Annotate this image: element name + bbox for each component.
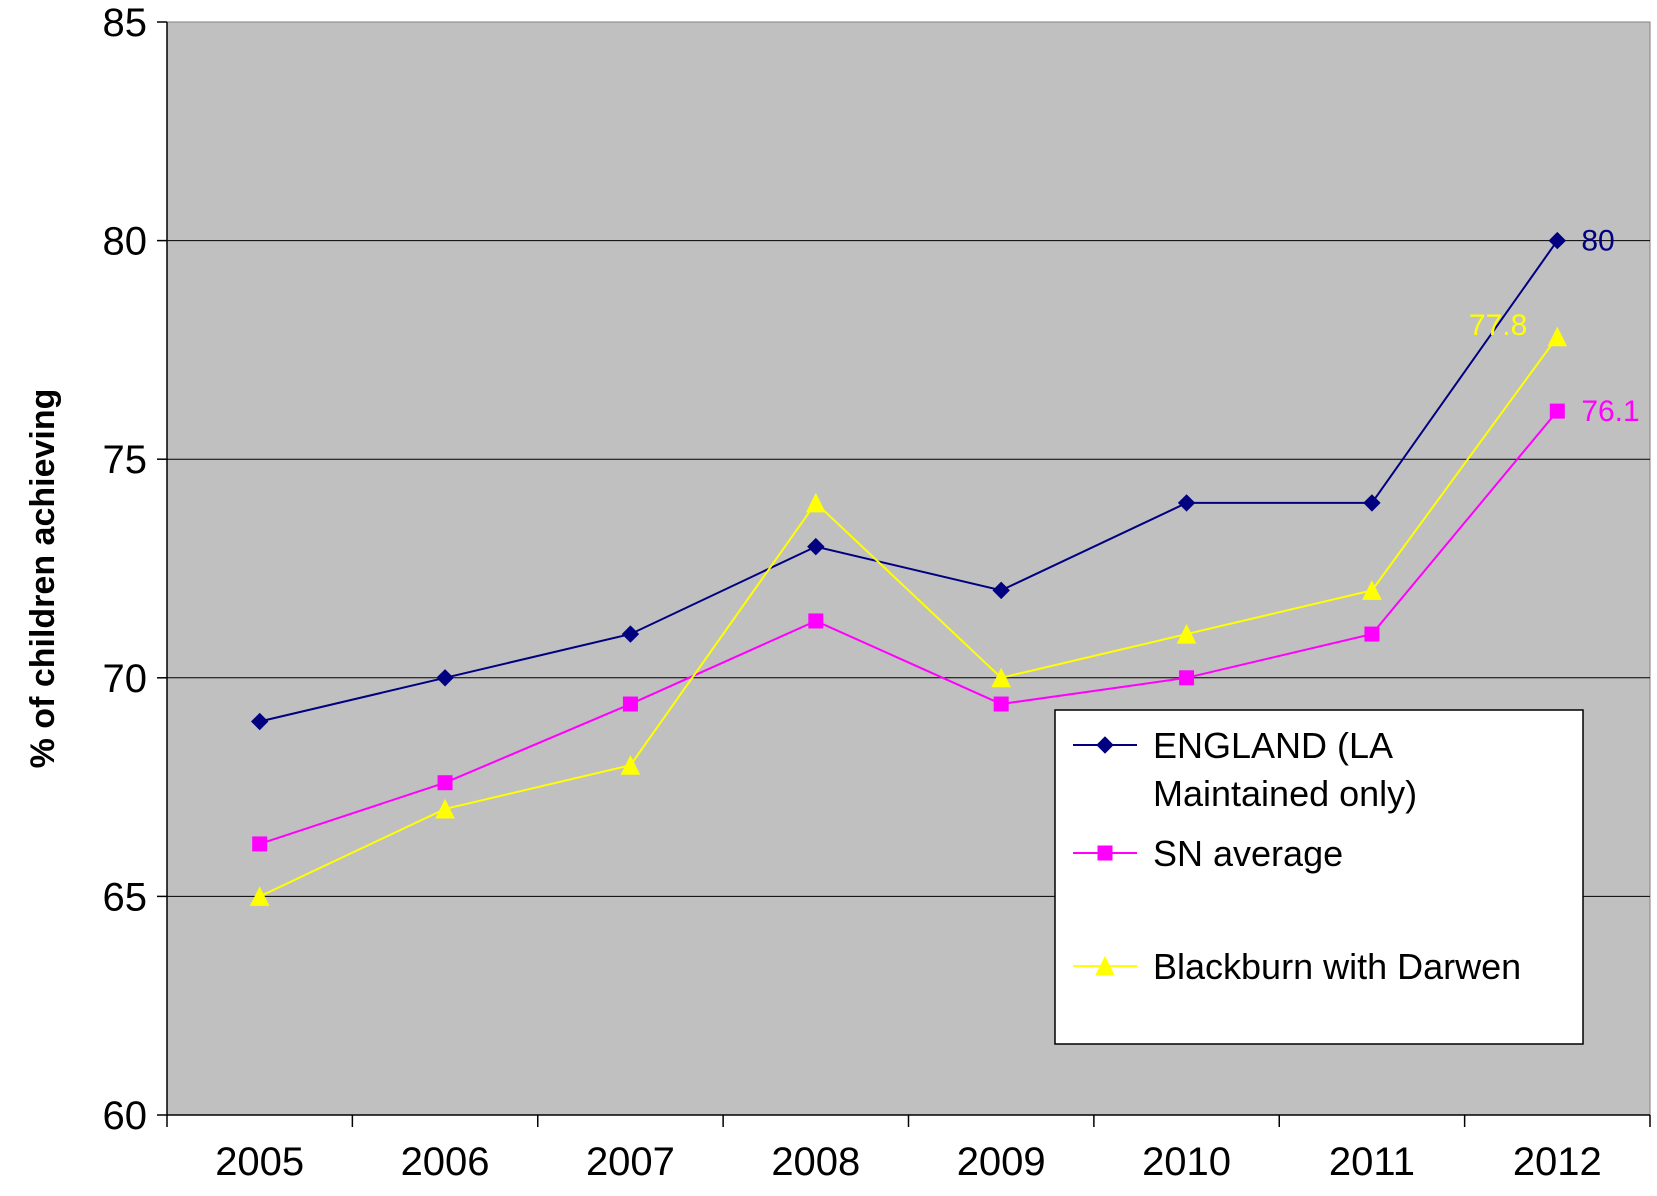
data-point-s2-4 bbox=[991, 667, 1011, 688]
data-label-bwd-2012: 77.8 bbox=[1469, 309, 1527, 342]
legend-label-1: SN average bbox=[1153, 833, 1343, 874]
y-tick-label: 80 bbox=[103, 220, 148, 264]
data-point-s1-2 bbox=[622, 696, 638, 712]
x-tick-label: 2007 bbox=[586, 1140, 675, 1184]
data-point-s1-3 bbox=[808, 613, 824, 629]
data-point-s1-6 bbox=[1364, 626, 1380, 642]
data-point-s0-5 bbox=[1177, 494, 1196, 512]
data-point-s2-5 bbox=[1176, 623, 1197, 644]
x-tick-label: 2006 bbox=[401, 1140, 490, 1184]
legend-marker-1 bbox=[1097, 845, 1113, 861]
data-point-s2-0 bbox=[249, 886, 270, 906]
legend-marker-0 bbox=[1096, 736, 1114, 754]
x-tick-label: 2005 bbox=[215, 1140, 304, 1184]
legend-label-0: ENGLAND (LA bbox=[1153, 725, 1393, 766]
data-point-s1-1 bbox=[437, 775, 453, 791]
data-point-s1-4 bbox=[993, 696, 1009, 712]
data-point-s2-7 bbox=[1547, 326, 1568, 347]
data-point-s2-3 bbox=[806, 492, 826, 513]
x-tick-label: 2009 bbox=[957, 1140, 1046, 1184]
data-point-s0-2 bbox=[621, 625, 640, 643]
y-tick-label: 75 bbox=[103, 438, 148, 482]
series-line-1 bbox=[259, 410, 1559, 845]
data-point-s2-1 bbox=[435, 798, 455, 819]
data-point-s0-7 bbox=[1548, 231, 1567, 250]
data-point-s1-5 bbox=[1179, 670, 1195, 686]
data-point-s0-1 bbox=[436, 669, 454, 687]
legend-box bbox=[1054, 709, 1584, 1045]
data-point-s1-7 bbox=[1549, 403, 1565, 419]
y-tick-label: 60 bbox=[103, 1094, 148, 1138]
x-tick-label: 2008 bbox=[771, 1140, 860, 1184]
data-point-s2-6 bbox=[1362, 580, 1382, 600]
data-point-s2-2 bbox=[620, 755, 641, 775]
legend-label-2: Blackburn with Darwen bbox=[1153, 946, 1521, 987]
legend-label-0: Maintained only) bbox=[1153, 773, 1417, 814]
x-tick-label: 2010 bbox=[1142, 1140, 1231, 1184]
y-tick-label: 65 bbox=[103, 875, 148, 919]
y-axis-title: % of children achieving bbox=[24, 389, 62, 769]
data-label-england-2012: 80 bbox=[1581, 225, 1614, 258]
y-tick-label: 85 bbox=[103, 1, 148, 45]
data-point-s0-6 bbox=[1363, 494, 1381, 512]
x-tick-label: 2011 bbox=[1329, 1140, 1415, 1184]
data-point-s0-4 bbox=[992, 581, 1010, 600]
legend-marker-2 bbox=[1095, 955, 1115, 976]
series-line-2 bbox=[259, 336, 1559, 898]
x-tick-label: 2012 bbox=[1513, 1140, 1602, 1184]
data-point-s0-3 bbox=[807, 537, 825, 556]
y-tick-label: 70 bbox=[103, 657, 148, 701]
data-label-sn-2012: 76.1 bbox=[1581, 395, 1639, 428]
series-line-0 bbox=[259, 240, 1559, 723]
data-point-s1-0 bbox=[252, 836, 268, 852]
data-point-s0-0 bbox=[250, 712, 269, 731]
